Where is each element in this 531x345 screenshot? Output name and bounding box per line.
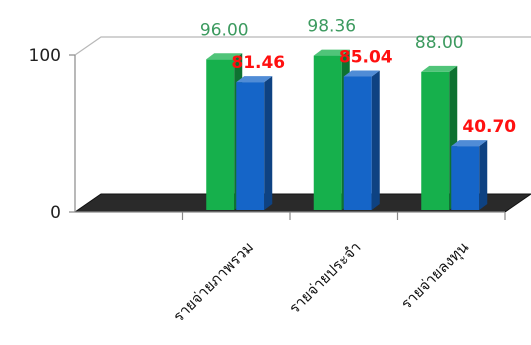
gridline-100 — [74, 36, 531, 56]
data-label-2-0: 88.00 — [415, 33, 464, 53]
bar-top-2-1 — [451, 140, 488, 147]
bar-top-1-0 — [313, 49, 350, 56]
data-label-0-1: 81.46 — [231, 53, 285, 73]
category-label-1: รายจ่ายประจำ — [285, 238, 364, 317]
category-label-2: รายจ่ายลงทุน — [397, 238, 473, 314]
bar-0-1 — [236, 82, 265, 210]
bar-2-1 — [451, 146, 480, 210]
bars — [206, 49, 488, 210]
bar-top-1-1 — [343, 70, 380, 77]
bar-top-0-0 — [206, 53, 243, 60]
data-labels: 96.00 81.46 98.36 85.04 88.00 40.70 — [200, 17, 516, 138]
bar-2-0 — [421, 71, 450, 210]
x-axis: รายจ่ายภาพรวม รายจ่ายประจำ รายจ่ายลงทุน — [75, 211, 506, 326]
data-label-2-1: 40.70 — [462, 117, 516, 137]
bar-1-0 — [313, 55, 342, 210]
bar-side-1-1 — [371, 70, 380, 210]
bar-side-0-1 — [264, 76, 273, 210]
grid-lines — [74, 36, 531, 56]
bar-1-1 — [343, 76, 372, 210]
y-tick-label: 0 — [50, 203, 61, 223]
bar-top-0-1 — [236, 76, 273, 83]
bar-0-0 — [206, 59, 235, 210]
data-label-1-1: 85.04 — [339, 47, 393, 67]
y-axis: 0 100 — [29, 46, 76, 223]
data-label-0-0: 96.00 — [200, 20, 249, 40]
bar-top-2-0 — [421, 65, 458, 72]
bar-side-2-1 — [479, 140, 488, 210]
category-label-0: รายจ่ายภาพรวม — [170, 238, 258, 326]
y-tick-label: 100 — [29, 46, 61, 66]
data-label-1-0: 98.36 — [307, 17, 356, 37]
